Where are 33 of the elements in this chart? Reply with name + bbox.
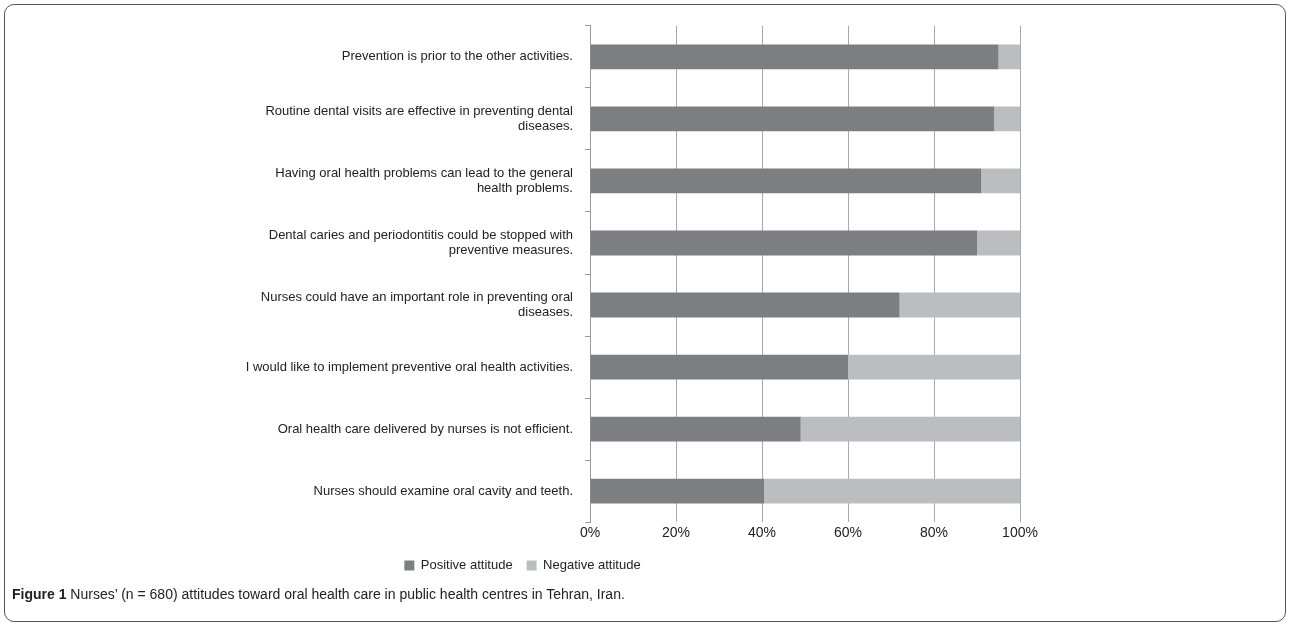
y-tick-label: Oral health care delivered by nurses is not efficient. (277, 420, 573, 436)
x-tick-label: 40% (747, 524, 777, 541)
y-tick-label: Prevention is prior to the other activities. (341, 48, 573, 64)
x-tick-label: 0% (579, 524, 601, 541)
bar (590, 168, 982, 194)
bar (590, 106, 995, 132)
bar (899, 292, 1020, 318)
bar (590, 416, 801, 442)
y-tick-label: Routine dental visits are effective in preventing dental diseases. (265, 102, 574, 134)
bar (590, 230, 977, 256)
bar (848, 354, 1020, 380)
caption: Figure 1 Nurses’ (n = 680) attitudes toward oral health care in public health centres in Tehran, Iran. (12, 586, 625, 602)
bar (590, 354, 848, 380)
bar (590, 44, 999, 70)
bar (800, 416, 1020, 442)
bar (590, 478, 765, 504)
y-tick-label: Nurses should examine oral cavity and teeth. (313, 482, 573, 498)
bar (981, 168, 1020, 194)
bar (590, 292, 900, 318)
bar (977, 230, 1020, 256)
x-tick-label: 60% (833, 524, 863, 541)
y-tick-label: Nurses could have an important role in preventing oral diseases. (260, 288, 574, 320)
x-tick-label: 100% (1002, 524, 1038, 541)
y-tick-label: I would like to implement preventive oral health activities. (245, 358, 573, 374)
y-tick-label: Having oral health problems can lead to the general health problems. (275, 164, 574, 196)
x-tick-label: 20% (661, 524, 691, 541)
bar (994, 106, 1020, 132)
bar (764, 478, 1020, 504)
y-tick-label: Dental caries and periodontitis could be stopped with preventive measures. (268, 226, 573, 258)
legend-label: Negative attitude (543, 557, 641, 573)
bar (998, 44, 1020, 70)
legend-label: Positive attitude (420, 557, 513, 573)
x-tick-label: 80% (919, 524, 949, 541)
